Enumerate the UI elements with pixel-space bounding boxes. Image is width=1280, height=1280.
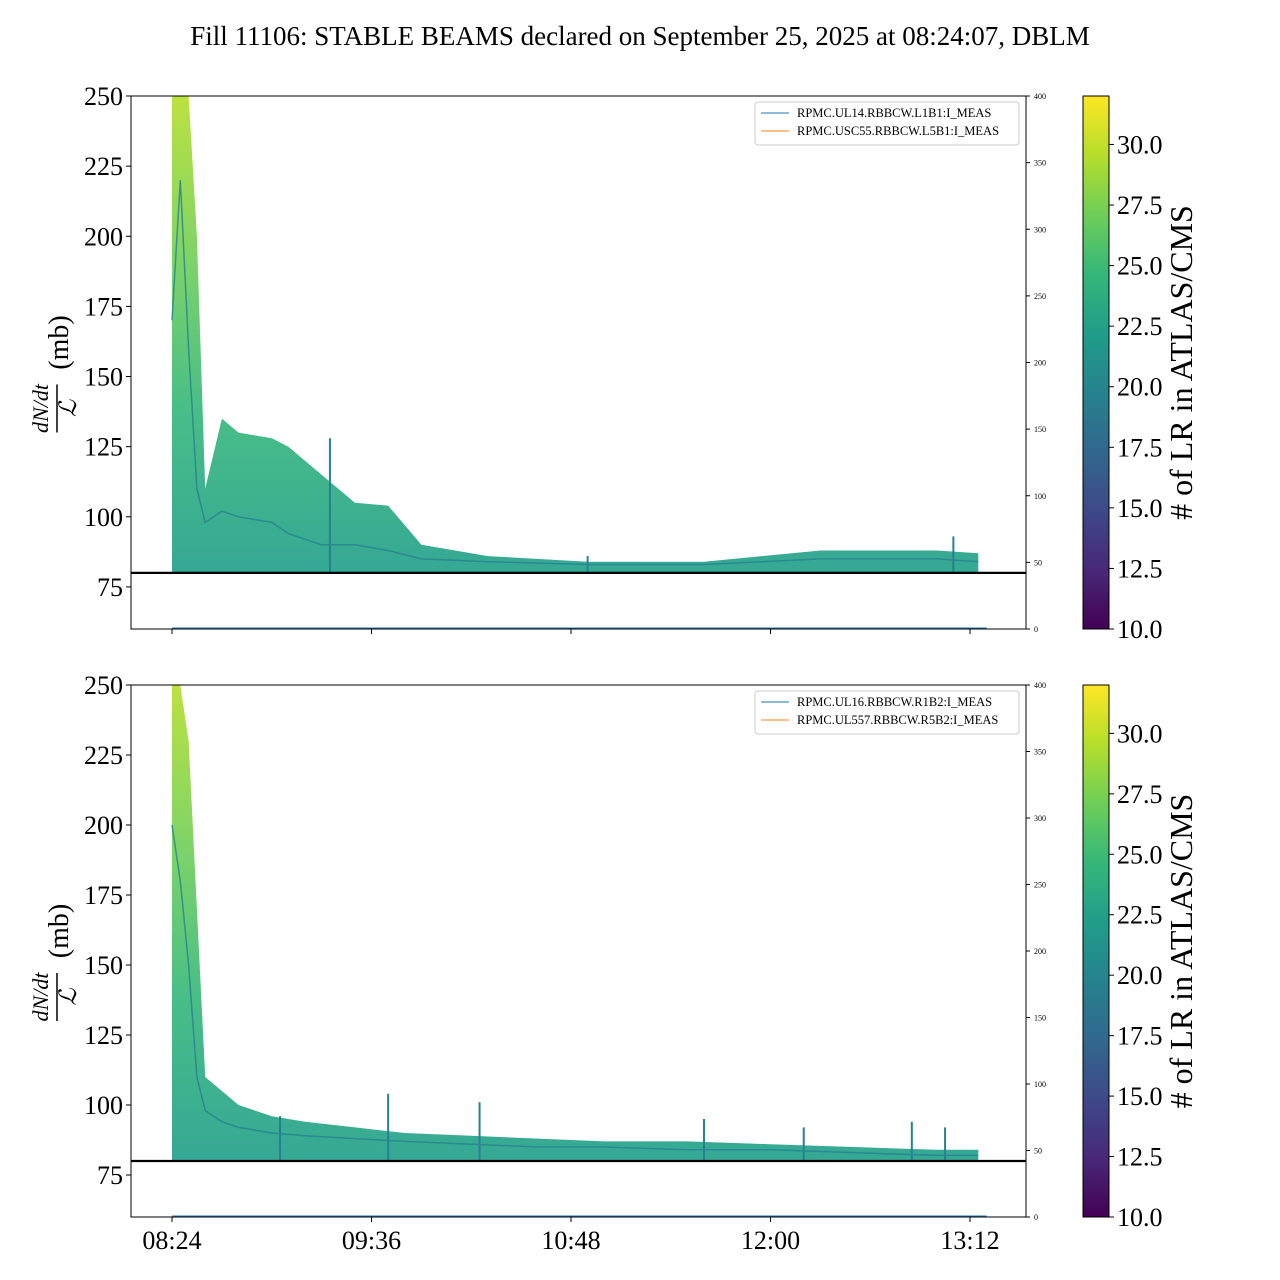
y2-tick-label: 300: [1034, 814, 1046, 823]
trace-band: [172, 96, 979, 573]
y2-tick-label: 350: [1034, 748, 1046, 757]
y2-tick-label: 200: [1034, 359, 1046, 368]
plot-area: [171, 685, 979, 1161]
x-tick-label: 09:36: [342, 1226, 401, 1255]
y-tick-label: 200: [84, 811, 123, 840]
y-tick-label: 225: [84, 152, 123, 181]
y2-tick-label: 350: [1034, 159, 1046, 168]
trace-band: [172, 685, 979, 1161]
colorbar-tick-label: 20.0: [1117, 961, 1163, 990]
colorbar-tick-label: 10.0: [1117, 1203, 1163, 1232]
legend-box: [754, 690, 1020, 735]
y-axis-label: dN/dt ℒ (mb): [28, 904, 82, 1022]
y2-tick-label: 250: [1034, 881, 1046, 890]
y-tick-label: 175: [84, 292, 123, 321]
plot-area: [171, 96, 979, 573]
y-tick-label: 250: [84, 671, 123, 700]
y2-tick-label: 300: [1034, 225, 1046, 234]
colorbar-tick-label: 22.5: [1117, 312, 1163, 341]
y-tick-label: 250: [84, 82, 123, 111]
y2-tick-label: 150: [1034, 1014, 1046, 1023]
x-tick-label: 08:24: [142, 1226, 201, 1255]
colorbar: 10.0 12.5 15.0 17.5 20.0 22.5 25.0 27.5 30.0 # of…: [1082, 95, 1199, 644]
y2-tick-label: 200: [1034, 947, 1046, 956]
colorbar-tick-label: 30.0: [1117, 719, 1163, 748]
colorbar-tick-label: 15.0: [1117, 1082, 1163, 1111]
y2-tick-label: 0: [1034, 1213, 1038, 1222]
y2-tick-label: 250: [1034, 292, 1046, 301]
y-tick-label: 75: [97, 573, 123, 602]
colorbar-tick-label: 20.0: [1117, 373, 1163, 402]
y-label-unit: (mb): [44, 315, 75, 369]
y-tick-label: 100: [84, 503, 123, 532]
legend-box: [754, 101, 1020, 146]
legend: RPMC.UL14.RBBCW.L1B1:I_MEAS RPMC.USC55.RB…: [754, 101, 1020, 146]
y2-tick-label: 100: [1034, 1080, 1046, 1089]
y-label-numerator: dN/dt: [28, 972, 53, 1022]
colorbar-tick-label: 27.5: [1117, 780, 1163, 809]
y-axis-label: dN/dt ℒ (mb): [28, 315, 82, 433]
trace-median: [171, 180, 979, 566]
y-tick-label: 150: [84, 363, 123, 392]
colorbar-tick-label: 25.0: [1117, 252, 1163, 281]
y-tick-label: 200: [84, 222, 123, 251]
y-tick-label: 125: [84, 433, 123, 462]
y-tick-label: 125: [84, 1021, 123, 1050]
legend-entry: RPMC.UL14.RBBCW.L1B1:I_MEAS: [797, 106, 991, 120]
x-tick-label: 13:12: [940, 1226, 999, 1255]
legend-entry: RPMC.UL557.RBBCW.R5B2:I_MEAS: [797, 713, 998, 727]
colorbar-tick-label: 12.5: [1117, 554, 1163, 583]
x-tick-label: 12:00: [741, 1226, 800, 1255]
panel-2: 75 100 125 150 175 200 225 250 0 50 100 150 200 250 30…: [28, 671, 1199, 1255]
y-label-numerator: dN/dt: [28, 383, 53, 433]
y-label-unit: (mb): [44, 904, 75, 958]
colorbar-tick-label: 27.5: [1117, 191, 1163, 220]
legend: RPMC.UL16.RBBCW.R1B2:I_MEAS RPMC.UL557.RB…: [754, 690, 1020, 735]
trace-median: [171, 824, 979, 1157]
y2-tick-label: 100: [1034, 492, 1046, 501]
colorbar-gradient: [1082, 684, 1110, 1218]
y-tick-label: 75: [97, 1161, 123, 1190]
y2-tick-label: 50: [1034, 1147, 1042, 1156]
y2-tick-label: 400: [1034, 92, 1046, 101]
y-tick-label: 100: [84, 1091, 123, 1120]
colorbar-tick-label: 22.5: [1117, 901, 1163, 930]
y2-tick-label: 50: [1034, 558, 1042, 567]
y2-tick-label: 400: [1034, 681, 1046, 690]
colorbar-tick-label: 10.0: [1117, 615, 1163, 644]
legend-entry: RPMC.UL16.RBBCW.R1B2:I_MEAS: [797, 695, 992, 709]
colorbar-tick-label: 17.5: [1117, 433, 1163, 462]
legend-entry: RPMC.USC55.RBBCW.L5B1:I_MEAS: [797, 124, 999, 138]
x-tick-label: 10:48: [541, 1226, 600, 1255]
colorbar-tick-label: 12.5: [1117, 1143, 1163, 1172]
colorbar-label: # of LR in ATLAS/CMS: [1163, 205, 1199, 520]
colorbar: 10.0 12.5 15.0 17.5 20.0 22.5 25.0 27.5 30.0 # of…: [1082, 684, 1199, 1232]
y2-tick-label: 150: [1034, 425, 1046, 434]
colorbar-tick-label: 25.0: [1117, 840, 1163, 869]
y-label-denominator: ℒ: [56, 399, 82, 417]
colorbar-tick-label: 30.0: [1117, 130, 1163, 159]
colorbar-gradient: [1082, 95, 1110, 630]
colorbar-label: # of LR in ATLAS/CMS: [1163, 794, 1199, 1109]
y-label-denominator: ℒ: [56, 988, 82, 1006]
colorbar-tick-label: 17.5: [1117, 1022, 1163, 1051]
panel-1: 75 100 125 150 175 200 225 250 0 50 100 150 200 250 30…: [28, 82, 1199, 644]
colorbar-tick-label: 15.0: [1117, 494, 1163, 523]
y2-tick-label: 0: [1034, 625, 1038, 634]
figure-title: Fill 11106: STABLE BEAMS declared on Sep…: [190, 21, 1090, 51]
y-tick-label: 175: [84, 881, 123, 910]
y-tick-label: 150: [84, 951, 123, 980]
y-tick-label: 225: [84, 741, 123, 770]
